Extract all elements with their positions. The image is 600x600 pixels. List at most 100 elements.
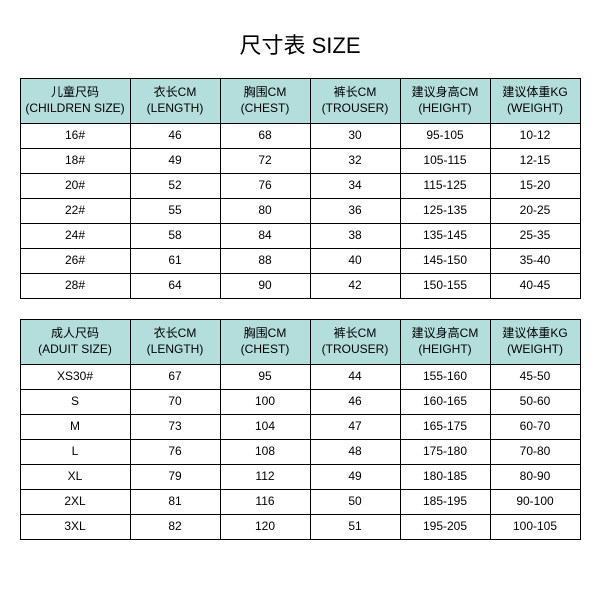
adult-cell: 185-195 bbox=[400, 490, 490, 515]
child-cell: 35-40 bbox=[490, 249, 580, 274]
child-header-cell: 裤长CM(TROUSER) bbox=[310, 79, 400, 124]
child-cell: 55 bbox=[130, 199, 220, 224]
child-header-cell: 胸围CM(CHEST) bbox=[220, 79, 310, 124]
adult-cell: 120 bbox=[220, 515, 310, 540]
adult-cell: 180-185 bbox=[400, 465, 490, 490]
child-cell: 105-115 bbox=[400, 149, 490, 174]
adult-cell: 80-90 bbox=[490, 465, 580, 490]
spacer-row bbox=[20, 299, 580, 320]
adult-cell: 100-105 bbox=[490, 515, 580, 540]
child-cell: 38 bbox=[310, 224, 400, 249]
child-cell: 135-145 bbox=[400, 224, 490, 249]
child-cell: 15-20 bbox=[490, 174, 580, 199]
adult-header-cell: 衣长CM(LENGTH) bbox=[130, 320, 220, 365]
adult-cell: 73 bbox=[130, 415, 220, 440]
child-cell: 76 bbox=[220, 174, 310, 199]
child-cell: 32 bbox=[310, 149, 400, 174]
adult-cell: 44 bbox=[310, 365, 400, 390]
adult-row: M7310447165-17560-70 bbox=[20, 415, 580, 440]
adult-cell: 50-60 bbox=[490, 390, 580, 415]
child-row: 16#46683095-10510-12 bbox=[20, 124, 580, 149]
child-cell: 150-155 bbox=[400, 274, 490, 299]
child-cell: 88 bbox=[220, 249, 310, 274]
adult-cell: 50 bbox=[310, 490, 400, 515]
adult-cell: 70 bbox=[130, 390, 220, 415]
adult-header-cell: 裤长CM(TROUSER) bbox=[310, 320, 400, 365]
adult-cell: 95 bbox=[220, 365, 310, 390]
adult-cell: 47 bbox=[310, 415, 400, 440]
child-cell: 18# bbox=[20, 149, 130, 174]
adult-cell: 108 bbox=[220, 440, 310, 465]
child-header-cell: 衣长CM(LENGTH) bbox=[130, 79, 220, 124]
adult-cell: 160-165 bbox=[400, 390, 490, 415]
child-cell: 30 bbox=[310, 124, 400, 149]
adult-header-cell: 胸围CM(CHEST) bbox=[220, 320, 310, 365]
page-title: 尺寸表 SIZE bbox=[239, 28, 360, 60]
adult-row: L7610848175-18070-80 bbox=[20, 440, 580, 465]
child-cell: 40-45 bbox=[490, 274, 580, 299]
child-row: 22#558036125-13520-25 bbox=[20, 199, 580, 224]
child-row: 24#588438135-14525-35 bbox=[20, 224, 580, 249]
adult-cell: 165-175 bbox=[400, 415, 490, 440]
adult-cell: 116 bbox=[220, 490, 310, 515]
child-cell: 68 bbox=[220, 124, 310, 149]
adult-cell: 49 bbox=[310, 465, 400, 490]
child-cell: 72 bbox=[220, 149, 310, 174]
adult-cell: 104 bbox=[220, 415, 310, 440]
child-cell: 28# bbox=[20, 274, 130, 299]
adult-cell: 76 bbox=[130, 440, 220, 465]
child-cell: 84 bbox=[220, 224, 310, 249]
child-cell: 42 bbox=[310, 274, 400, 299]
child-row: 26#618840145-15035-40 bbox=[20, 249, 580, 274]
child-cell: 90 bbox=[220, 274, 310, 299]
child-cell: 145-150 bbox=[400, 249, 490, 274]
child-cell: 40 bbox=[310, 249, 400, 274]
child-cell: 22# bbox=[20, 199, 130, 224]
child-header-cell: 儿童尺码(CHILDREN SIZE) bbox=[20, 79, 130, 124]
adult-cell: XL bbox=[20, 465, 130, 490]
adult-cell: 175-180 bbox=[400, 440, 490, 465]
adult-cell: L bbox=[20, 440, 130, 465]
adult-header-cell: 建议身高CM(HEIGHT) bbox=[400, 320, 490, 365]
child-cell: 16# bbox=[20, 124, 130, 149]
adult-cell: 2XL bbox=[20, 490, 130, 515]
child-cell: 12-15 bbox=[490, 149, 580, 174]
adult-cell: XS30# bbox=[20, 365, 130, 390]
adult-row: XL7911249180-18580-90 bbox=[20, 465, 580, 490]
adult-cell: 90-100 bbox=[490, 490, 580, 515]
adult-cell: 79 bbox=[130, 465, 220, 490]
child-row: 20#527634115-12515-20 bbox=[20, 174, 580, 199]
child-header-row: 儿童尺码(CHILDREN SIZE)衣长CM(LENGTH)胸围CM(CHES… bbox=[20, 79, 580, 124]
child-cell: 34 bbox=[310, 174, 400, 199]
child-cell: 80 bbox=[220, 199, 310, 224]
adult-cell: 112 bbox=[220, 465, 310, 490]
adult-header-cell: 成人尺码(ADUIT SIZE) bbox=[20, 320, 130, 365]
child-cell: 20# bbox=[20, 174, 130, 199]
adult-cell: 82 bbox=[130, 515, 220, 540]
child-cell: 10-12 bbox=[490, 124, 580, 149]
child-header-cell: 建议体重KG(WEIGHT) bbox=[490, 79, 580, 124]
adult-cell: 48 bbox=[310, 440, 400, 465]
adult-header-row: 成人尺码(ADUIT SIZE)衣长CM(LENGTH)胸围CM(CHEST)裤… bbox=[20, 320, 580, 365]
child-cell: 115-125 bbox=[400, 174, 490, 199]
adult-row: 2XL8111650185-19590-100 bbox=[20, 490, 580, 515]
adult-cell: 45-50 bbox=[490, 365, 580, 390]
spacer-cell bbox=[20, 299, 580, 320]
child-cell: 25-35 bbox=[490, 224, 580, 249]
child-cell: 46 bbox=[130, 124, 220, 149]
adult-cell: S bbox=[20, 390, 130, 415]
child-header-cell: 建议身高CM(HEIGHT) bbox=[400, 79, 490, 124]
adult-header-cell: 建议体重KG(WEIGHT) bbox=[490, 320, 580, 365]
child-cell: 24# bbox=[20, 224, 130, 249]
child-cell: 36 bbox=[310, 199, 400, 224]
child-cell: 26# bbox=[20, 249, 130, 274]
adult-cell: 3XL bbox=[20, 515, 130, 540]
child-cell: 20-25 bbox=[490, 199, 580, 224]
child-cell: 58 bbox=[130, 224, 220, 249]
adult-cell: 195-205 bbox=[400, 515, 490, 540]
child-cell: 52 bbox=[130, 174, 220, 199]
adult-row: XS30#679544155-16045-50 bbox=[20, 365, 580, 390]
child-cell: 125-135 bbox=[400, 199, 490, 224]
adult-row: S7010046160-16550-60 bbox=[20, 390, 580, 415]
adult-cell: 70-80 bbox=[490, 440, 580, 465]
